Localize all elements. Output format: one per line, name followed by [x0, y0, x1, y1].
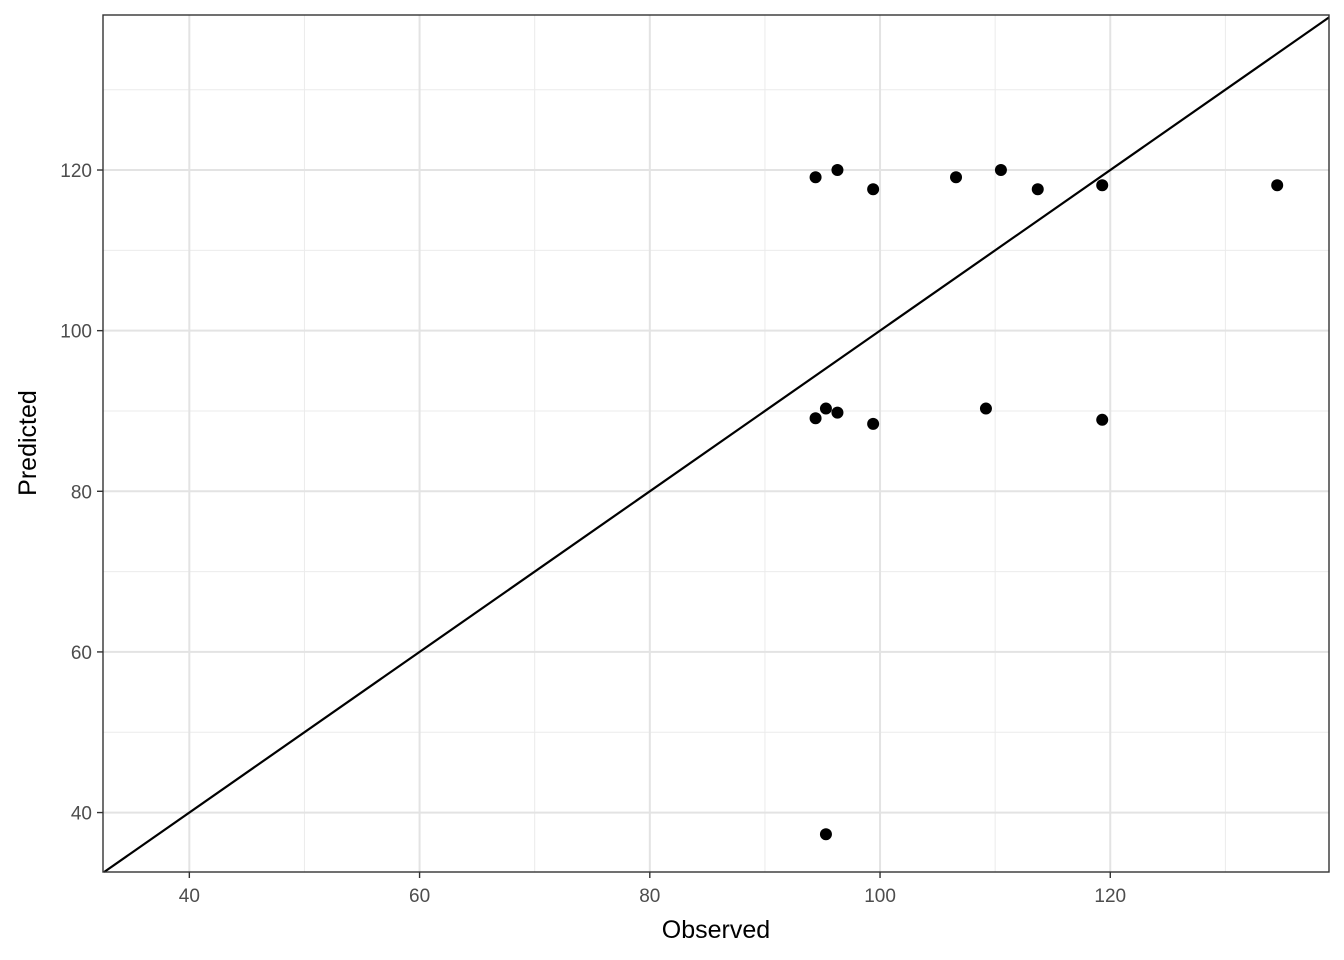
- x-tick-label: 80: [639, 886, 660, 907]
- y-tick-label: 80: [71, 482, 92, 503]
- minor-gridlines: [103, 15, 1329, 872]
- x-tick-label: 100: [864, 886, 896, 907]
- data-point: [994, 164, 1007, 177]
- data-points: [809, 164, 1284, 841]
- data-point: [809, 171, 822, 184]
- x-tick-label: 60: [409, 886, 430, 907]
- data-point: [1096, 413, 1109, 426]
- y-tick-label: 120: [60, 161, 92, 182]
- plot-panel-border: [102, 14, 1330, 873]
- data-point: [831, 164, 844, 177]
- reference-line-layer: [103, 16, 1330, 873]
- y-tick-label: 100: [60, 322, 92, 343]
- data-point: [819, 828, 832, 841]
- x-tick-label: 120: [1094, 886, 1126, 907]
- x-tick-label: 40: [179, 886, 200, 907]
- data-point: [950, 171, 963, 184]
- data-point: [867, 183, 880, 196]
- data-point: [1096, 179, 1109, 192]
- x-axis-title: Observed: [662, 916, 770, 944]
- y-axis-ticks: 40 60 80 100 120: [60, 161, 103, 825]
- data-point: [1031, 183, 1044, 196]
- y-tick-label: 40: [71, 804, 92, 825]
- data-point: [979, 402, 992, 415]
- y-tick-label: 60: [71, 643, 92, 664]
- data-point: [819, 402, 832, 415]
- x-axis-ticks: 40 60 80 100 120: [179, 872, 1126, 907]
- data-point: [809, 412, 822, 425]
- data-point: [831, 406, 844, 419]
- major-gridlines: [103, 15, 1329, 872]
- data-point: [1271, 179, 1284, 192]
- y-axis-title: Predicted: [14, 390, 42, 496]
- data-point: [867, 417, 880, 430]
- identity-line: [103, 16, 1330, 873]
